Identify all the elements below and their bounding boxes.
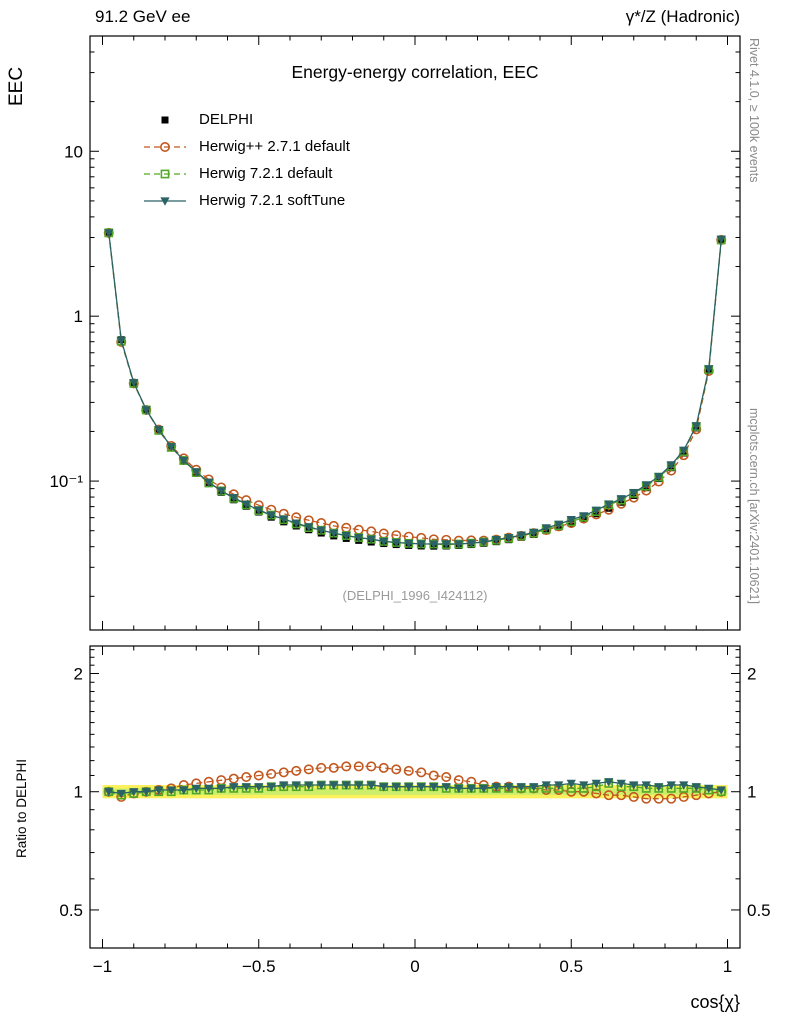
svg-text:2: 2 [74,665,83,684]
y-axis-title-main: EEC [6,66,27,106]
svg-text:1: 1 [747,783,756,802]
ratio-panel: 0.5 0.5 1 1 2 2 −1 −0.5 0 0.5 1 [59,645,771,976]
mcplots-reference-note: mcplots.cern.ch [arXiv:2401.10621] [747,408,761,604]
svg-text:0: 0 [410,957,419,976]
process-label: γ*/Z (Hadronic) [625,7,740,26]
svg-text:0.5: 0.5 [747,901,771,920]
svg-text:1: 1 [74,783,83,802]
svg-text:−1: −1 [93,957,112,976]
legend-item: Herwig 7.2.1 softTune [142,187,350,214]
svg-text:0.5: 0.5 [559,957,583,976]
legend-item: Herwig++ 2.7.1 default [142,133,350,160]
legend-label: DELPHI [199,111,254,128]
svg-text:1: 1 [723,957,732,976]
legend-item: DELPHI [142,106,350,133]
main-panel: 10⁻¹ 1 10 [49,35,741,631]
chart-title: Energy-energy correlation, EEC [291,62,539,82]
svg-text:0.5: 0.5 [59,901,83,920]
legend-label: Herwig++ 2.7.1 default [199,138,350,155]
rivet-version-note: Rivet 4.1.0, ≥ 100k events [747,38,761,183]
svg-text:10: 10 [64,142,83,161]
legend-marker-open-square [144,169,186,178]
legend-item: Herwig 7.2.1 default [142,160,350,187]
svg-text:1: 1 [74,307,83,326]
legend-label: Herwig 7.2.1 default [199,165,333,182]
svg-text:2: 2 [747,665,756,684]
legend: DELPHI Herwig++ 2.7.1 default Herwig 7.2.1… [142,106,350,214]
legend-marker-filled-square [161,116,169,123]
y-axis-title-ratio: Ratio to DELPHI [14,758,29,858]
legend-label: Herwig 7.2.1 softTune [199,192,346,209]
analysis-id-watermark: (DELPHI_1996_I424112) [342,588,488,603]
svg-text:−0.5: −0.5 [242,957,276,976]
beam-energy-label: 91.2 GeV ee [95,7,191,26]
legend-marker-open-circle [144,141,186,152]
svg-text:10⁻¹: 10⁻¹ [49,472,83,491]
legend-marker-filled-triangle-down [144,196,186,206]
x-axis-title: cos{χ} [690,992,740,1012]
